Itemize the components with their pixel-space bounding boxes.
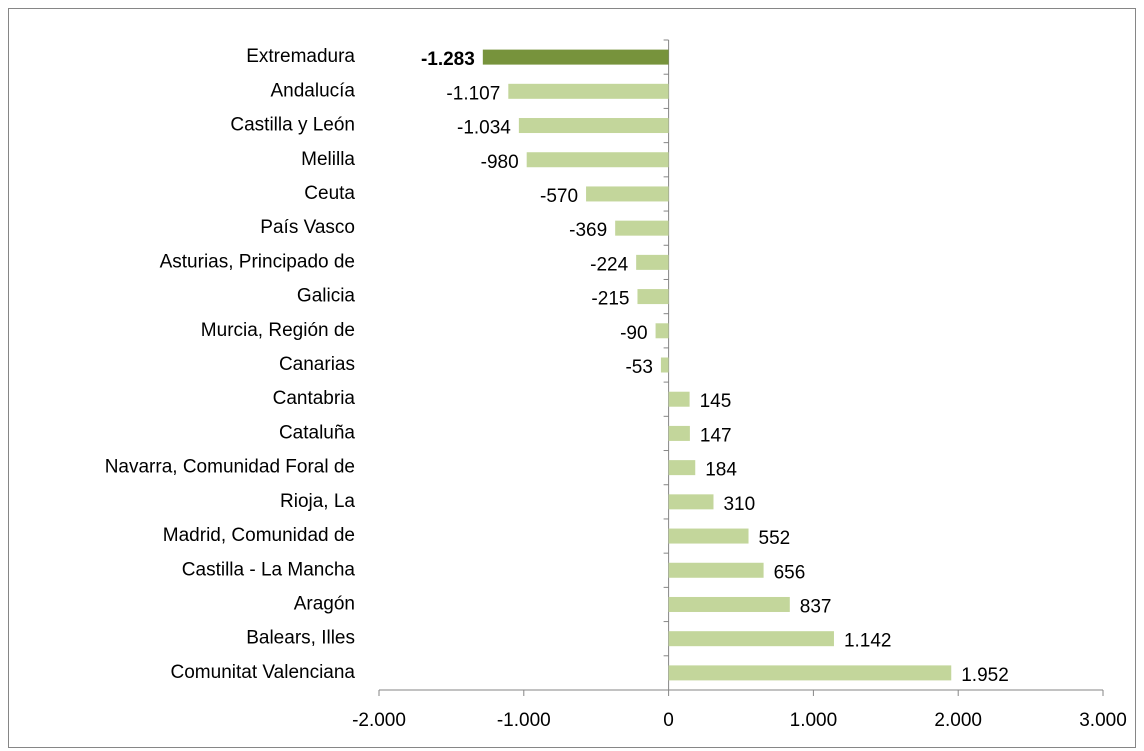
bar: [615, 220, 669, 236]
bar: [586, 186, 669, 202]
value-label: -90: [620, 323, 647, 344]
value-label: 145: [700, 391, 732, 412]
value-label: 1.952: [961, 665, 1009, 686]
y-tick-label: Rioja, La: [280, 491, 355, 512]
y-tick-label: Castilla y León: [230, 115, 355, 136]
y-tick-label: Ceuta: [304, 183, 355, 204]
y-tick-label: Castilla - La Mancha: [182, 559, 356, 580]
x-tick-label: 1.000: [790, 710, 838, 731]
value-label: -215: [591, 289, 629, 310]
bar: [526, 152, 669, 168]
bar: [636, 254, 669, 270]
y-tick-label: Cataluña: [279, 422, 355, 443]
bar: [508, 83, 669, 99]
value-label: -1.107: [446, 83, 500, 104]
x-tick-label: -1.000: [497, 710, 551, 731]
bar: [668, 665, 952, 681]
bar: [668, 391, 690, 407]
y-tick-label: Madrid, Comunidad de: [163, 525, 355, 546]
value-label: 837: [800, 596, 832, 617]
value-label: -53: [625, 357, 652, 378]
y-tick-label: Cantabria: [273, 388, 356, 409]
y-tick-label: Melilla: [301, 149, 355, 170]
y-tick-label: Navarra, Comunidad Foral de: [105, 457, 355, 478]
x-tick-label: 0: [663, 710, 674, 731]
value-label: 552: [759, 528, 791, 549]
x-tick-label: -2.000: [352, 710, 406, 731]
y-tick-label: Balears, Illes: [246, 628, 355, 649]
bar: [655, 323, 669, 339]
y-tick-label: Andalucía: [270, 80, 355, 101]
value-label: -1.283: [421, 49, 475, 70]
value-label: -980: [481, 152, 519, 173]
y-tick-label: Galicia: [297, 286, 356, 307]
value-label: 1.142: [844, 631, 892, 652]
y-tick-label: Extremadura: [246, 46, 355, 67]
y-tick-label: Comunitat Valenciana: [171, 662, 356, 683]
bar: [668, 528, 749, 544]
y-tick-label: Aragón: [294, 593, 355, 614]
value-label: 147: [700, 425, 732, 446]
value-label: -570: [540, 186, 578, 207]
bar: [668, 494, 714, 510]
bar: [482, 49, 669, 65]
bar: [668, 562, 764, 578]
bar: [637, 289, 669, 305]
bar: [668, 631, 834, 647]
value-label: -1.034: [457, 118, 511, 139]
bar: [668, 596, 790, 612]
y-tick-label: Asturias, Principado de: [160, 251, 355, 272]
value-label: 184: [705, 460, 737, 481]
bar: [660, 357, 669, 373]
y-tick-label: Canarias: [279, 354, 355, 375]
value-label: -224: [590, 254, 628, 275]
bar: [668, 460, 696, 476]
x-tick-label: 3.000: [1079, 710, 1127, 731]
y-tick-label: País Vasco: [260, 217, 355, 238]
value-label: 310: [723, 494, 755, 515]
y-tick-label: Murcia, Región de: [201, 320, 355, 341]
value-label: 656: [774, 562, 806, 583]
bar: [668, 425, 690, 441]
x-tick-label: 2.000: [934, 710, 982, 731]
bar: [518, 118, 669, 134]
value-label: -369: [569, 220, 607, 241]
